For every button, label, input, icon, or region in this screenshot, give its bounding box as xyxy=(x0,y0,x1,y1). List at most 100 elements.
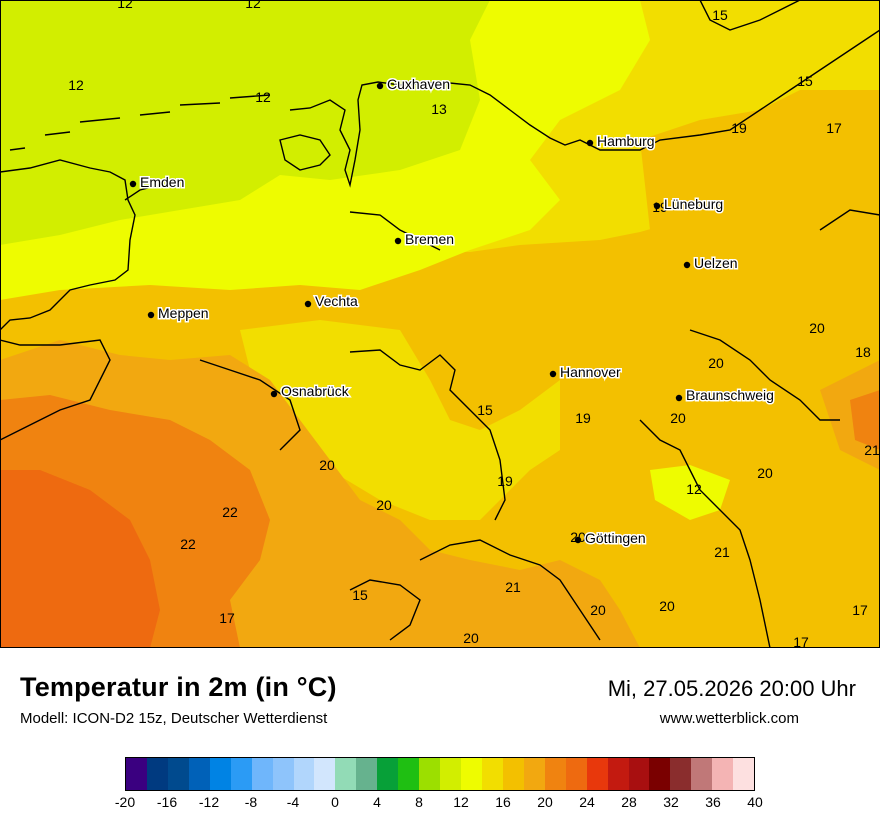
city-goettingen: Göttingen xyxy=(574,529,647,548)
city-dot xyxy=(376,82,384,90)
legend-swatch xyxy=(733,758,755,790)
city-meppen: Meppen xyxy=(147,304,210,323)
city-dot xyxy=(304,300,312,308)
city-dot xyxy=(394,237,402,245)
city-emden: Emden xyxy=(129,173,186,192)
legend-tick-label: 24 xyxy=(579,794,595,810)
legend-swatch xyxy=(481,758,503,790)
value-label: 12 xyxy=(686,481,702,497)
legend-swatch xyxy=(544,758,566,790)
zone-t18-east xyxy=(640,90,880,250)
city-uelzen: Uelzen xyxy=(683,254,739,273)
legend-swatch xyxy=(398,758,420,790)
city-label: Hamburg xyxy=(597,133,655,149)
legend-swatch xyxy=(712,758,734,790)
legend-swatch xyxy=(251,758,273,790)
legend-tick-label: 8 xyxy=(415,794,423,810)
legend-swatch xyxy=(293,758,315,790)
value-label: 15 xyxy=(477,402,493,418)
zone-t24 xyxy=(0,470,160,648)
legend-swatch xyxy=(607,758,629,790)
value-label: 19 xyxy=(731,120,747,136)
value-label: 19 xyxy=(497,473,513,489)
zone-t14-harz xyxy=(650,465,730,520)
city-vechta: Vechta xyxy=(304,292,360,311)
city-dot xyxy=(147,311,155,319)
city-label: Braunschweig xyxy=(686,387,774,403)
legend-tick-label: 40 xyxy=(747,794,763,810)
value-label: 21 xyxy=(505,579,521,595)
legend-swatch xyxy=(146,758,168,790)
value-label: 17 xyxy=(826,120,842,136)
city-dot xyxy=(270,390,278,398)
value-label: 20 xyxy=(319,457,335,473)
city-label: Cuxhaven xyxy=(387,76,450,92)
value-label: 15 xyxy=(797,73,813,89)
value-label: 17 xyxy=(852,602,868,618)
website-link[interactable]: www.wetterblick.com xyxy=(659,710,799,727)
map-title: Temperatur in 2m (in °C) xyxy=(20,672,337,702)
zone-t16-northeast xyxy=(640,0,880,80)
value-label: 12 xyxy=(117,0,133,11)
city-lueneburg: Lüneburg xyxy=(653,195,725,214)
legend-swatch xyxy=(628,758,650,790)
zone-t12 xyxy=(0,0,490,245)
value-label: 18 xyxy=(855,344,871,360)
city-label: Göttingen xyxy=(585,530,646,546)
value-label: 15 xyxy=(352,587,368,603)
legend-tick-label: -16 xyxy=(156,794,178,810)
city-dot xyxy=(675,394,683,402)
value-label: 20 xyxy=(809,320,825,336)
value-label: 22 xyxy=(180,536,196,552)
legend-swatch xyxy=(502,758,524,790)
legend-swatch xyxy=(377,758,399,790)
value-label: 21 xyxy=(714,544,730,560)
legend-swatch xyxy=(565,758,587,790)
temperature-map: 12 12 15 12 12 13 15 19 17 19 20 20 18 1… xyxy=(0,0,880,650)
legend-tick-label: -4 xyxy=(286,794,300,810)
legend-swatch xyxy=(314,758,336,790)
city-dot xyxy=(129,180,137,188)
city-label: Osnabrück xyxy=(281,383,350,399)
legend-tick-label: 32 xyxy=(663,794,679,810)
legend-swatch xyxy=(670,758,692,790)
legend-tick-label: 12 xyxy=(453,794,469,810)
value-label: 20 xyxy=(590,602,606,618)
value-label: 21 xyxy=(864,442,880,458)
value-label: 17 xyxy=(219,610,235,626)
city-label: Vechta xyxy=(315,293,358,309)
value-label: 20 xyxy=(463,630,479,646)
value-label: 12 xyxy=(245,0,261,11)
value-label: 20 xyxy=(659,598,675,614)
city-dot xyxy=(653,202,661,210)
boundaries xyxy=(0,0,880,649)
city-dot xyxy=(683,261,691,269)
city-dot xyxy=(586,139,594,147)
value-label: 20 xyxy=(708,355,724,371)
legend-tick-label: 16 xyxy=(495,794,511,810)
legend-tick-label: -8 xyxy=(244,794,258,810)
city-hannover: Hannover xyxy=(549,363,623,382)
legend-swatch xyxy=(188,758,210,790)
legend-swatch xyxy=(230,758,252,790)
value-label: 12 xyxy=(255,89,271,105)
legend-swatch xyxy=(356,758,378,790)
legend-swatch xyxy=(691,758,713,790)
city-dot xyxy=(549,370,557,378)
city-markers: Cuxhaven Hamburg Emden Lüneburg Bremen U… xyxy=(129,75,775,548)
legend-swatch xyxy=(461,758,482,790)
model-info: Modell: ICON-D2 15z, Deutscher Wetterdie… xyxy=(20,710,328,727)
city-label: Meppen xyxy=(158,305,209,321)
legend-swatch xyxy=(167,758,189,790)
legend-swatch xyxy=(209,758,231,790)
legend-tick-label: 0 xyxy=(331,794,339,810)
city-cuxhaven: Cuxhaven xyxy=(376,75,452,94)
zone-t22-east xyxy=(850,390,880,450)
legend-tick-label: -12 xyxy=(198,794,220,810)
city-label: Emden xyxy=(140,174,184,190)
value-labels: 12 12 15 12 12 13 15 19 17 19 20 20 18 1… xyxy=(68,0,880,650)
map-canvas: 12 12 15 12 12 13 15 19 17 19 20 20 18 1… xyxy=(0,0,880,650)
city-osnabrueck: Osnabrück xyxy=(270,382,351,401)
city-dot xyxy=(574,536,582,544)
legend-swatch xyxy=(649,758,671,790)
